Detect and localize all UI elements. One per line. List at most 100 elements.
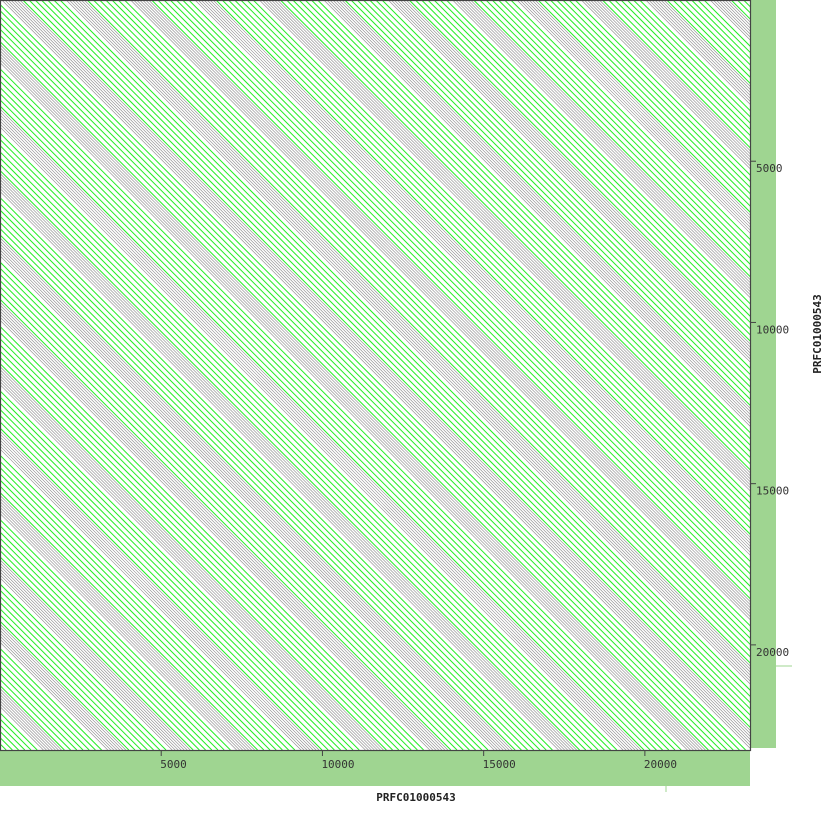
match-line — [0, 169, 580, 750]
match-line — [458, 0, 750, 292]
match-line — [105, 0, 750, 645]
match-line — [0, 209, 541, 750]
match-line — [0, 144, 605, 750]
match-line — [0, 56, 694, 750]
match-line — [0, 92, 657, 750]
match-line — [0, 279, 470, 750]
match-line — [534, 0, 750, 216]
match-line — [0, 74, 676, 750]
match-line — [0, 181, 568, 750]
match-line — [0, 184, 565, 750]
match-line — [0, 396, 354, 750]
match-line — [0, 614, 136, 750]
match-line — [136, 0, 750, 614]
match-line — [0, 436, 314, 750]
match-line — [188, 0, 750, 562]
match-line — [16, 0, 750, 734]
match-line — [531, 0, 750, 219]
match-line — [0, 537, 213, 750]
match-line — [197, 0, 750, 553]
match-line — [0, 246, 504, 750]
y-coverage-bar — [750, 0, 776, 748]
x-tick-label: 5000 — [160, 758, 187, 771]
match-line — [145, 0, 750, 605]
match-line — [280, 0, 750, 471]
match-line — [0, 402, 348, 750]
match-line — [0, 697, 53, 750]
match-line — [0, 445, 305, 750]
match-line — [0, 44, 706, 750]
y-tick-label: 5000 — [756, 162, 783, 175]
match-line — [206, 0, 750, 544]
match-line — [599, 0, 750, 152]
match-line — [593, 0, 750, 158]
match-line — [0, 518, 231, 750]
match-line — [0, 430, 320, 750]
match-line — [0, 479, 271, 750]
match-line — [0, 178, 571, 750]
match-line — [0, 408, 341, 750]
match-line — [510, 0, 750, 240]
match-line — [0, 421, 329, 750]
match-line — [0, 366, 384, 750]
match-line — [556, 0, 750, 195]
match-line — [268, 0, 750, 483]
match-line — [0, 59, 691, 750]
match-line — [0, 62, 688, 750]
match-line — [323, 0, 750, 427]
match-line — [596, 0, 750, 155]
match-line — [4, 0, 750, 746]
match-line — [0, 384, 366, 750]
match-line — [0, 608, 142, 750]
match-line — [0, 369, 381, 750]
match-line — [415, 0, 750, 336]
match-line — [574, 0, 750, 176]
match-line — [265, 0, 750, 486]
match-line — [485, 0, 750, 265]
match-line — [0, 215, 535, 750]
match-line — [0, 120, 630, 750]
match-line — [0, 372, 378, 750]
match-line — [0, 203, 547, 750]
match-line — [590, 0, 750, 161]
match-line — [215, 0, 750, 535]
x-tick-label: 10000 — [321, 758, 354, 771]
match-line — [479, 0, 750, 271]
match-line — [0, 512, 237, 750]
match-line — [421, 0, 750, 330]
match-line — [0, 286, 464, 750]
match-line — [22, 0, 750, 728]
y-axis: 5000 10000 15000 20000 — [750, 160, 789, 659]
match-line — [329, 0, 750, 421]
match-line — [473, 0, 750, 278]
match-line — [0, 237, 513, 750]
match-line — [13, 0, 750, 737]
match-line — [34, 0, 750, 716]
match-line — [399, 0, 750, 351]
match-line — [0, 190, 559, 750]
match-line — [194, 0, 750, 556]
match-line — [74, 0, 750, 676]
match-line — [0, 595, 154, 750]
match-line — [0, 151, 599, 750]
match-line — [317, 0, 750, 434]
match-line — [139, 0, 750, 611]
match-line — [0, 559, 191, 750]
match-line — [338, 0, 750, 412]
match-line — [350, 0, 750, 400]
match-line — [0, 350, 400, 750]
match-line — [614, 0, 750, 136]
match-line — [53, 0, 750, 697]
match-line — [169, 0, 750, 581]
match-line — [19, 0, 750, 731]
match-line — [356, 0, 750, 394]
match-line — [0, 620, 130, 750]
match-line — [0, 99, 651, 750]
match-line — [568, 0, 750, 182]
match-line — [587, 0, 750, 164]
match-line — [0, 583, 167, 750]
match-line — [0, 568, 182, 750]
match-line — [292, 0, 750, 458]
match-line — [0, 338, 412, 750]
x-tick-label: 15000 — [483, 758, 516, 771]
